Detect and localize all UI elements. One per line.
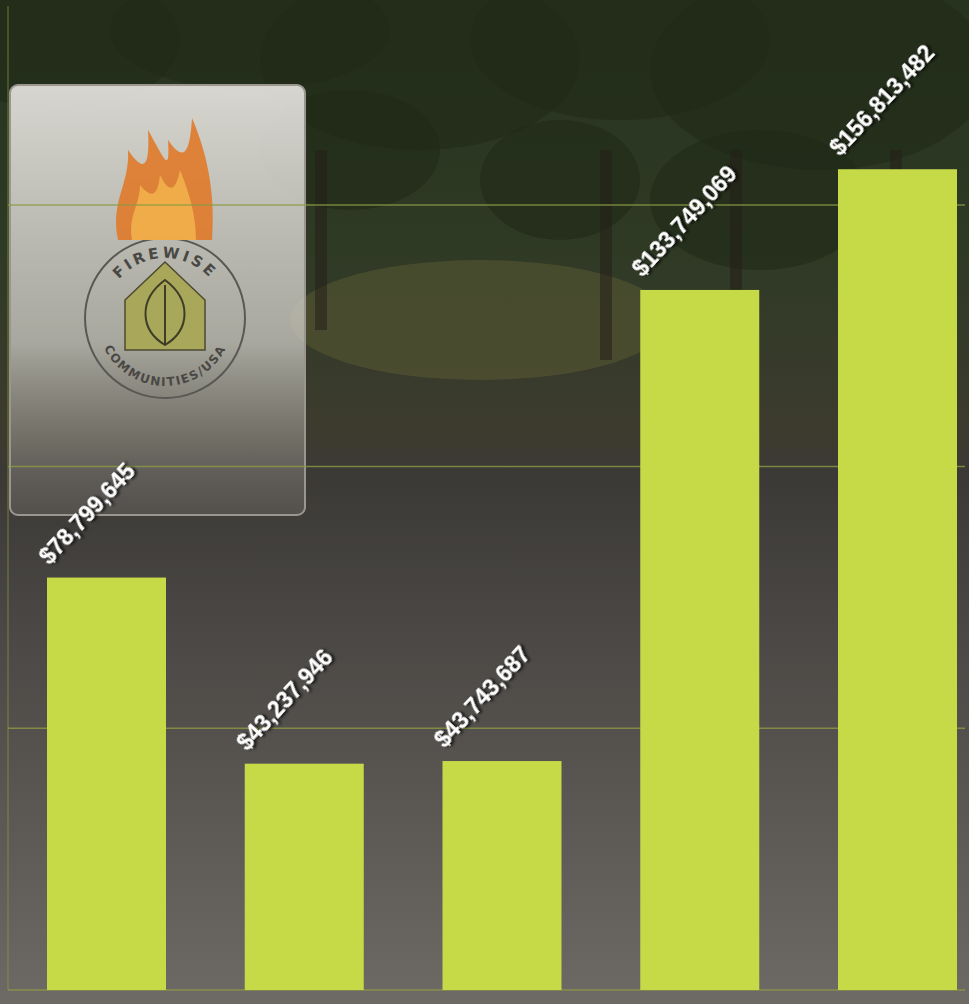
sign [10,85,305,515]
flame-icon [116,118,213,240]
tree-canopy [480,120,640,240]
house-icon [125,262,205,350]
bar [838,169,957,990]
bar [443,761,562,990]
axis-line [8,6,9,990]
data-label: $133,749,069 [627,161,742,282]
bars [47,169,957,990]
bar [47,578,166,990]
data-label: $156,813,482 [825,40,940,161]
grass-patch [290,260,670,380]
leaf-icon [145,280,184,345]
sign-ring [85,238,245,398]
data-label: $43,237,946 [231,644,337,755]
data-label: $43,743,687 [429,641,535,752]
sign-text-path: FIREWISE [109,243,221,282]
sign-text-path: COMMUNITIES/USA [101,342,229,389]
bar [640,290,759,990]
grid-line [8,466,965,468]
sign-text: COMMUNITIES/USA [101,342,229,389]
tree-trunk [315,150,327,330]
tree-trunk [600,150,612,360]
grid-line [8,204,965,206]
chart: FIREWISE COMMUNITIES/USA $78,799,645 $43,23… [0,0,969,1004]
bar [245,764,364,990]
sign-text: FIREWISE [109,243,221,282]
data-labels: $78,799,645 $43,237,946 $43,743,687 $133,74… [34,40,940,755]
data-label: $78,799,645 [34,458,140,569]
background [0,0,969,1004]
